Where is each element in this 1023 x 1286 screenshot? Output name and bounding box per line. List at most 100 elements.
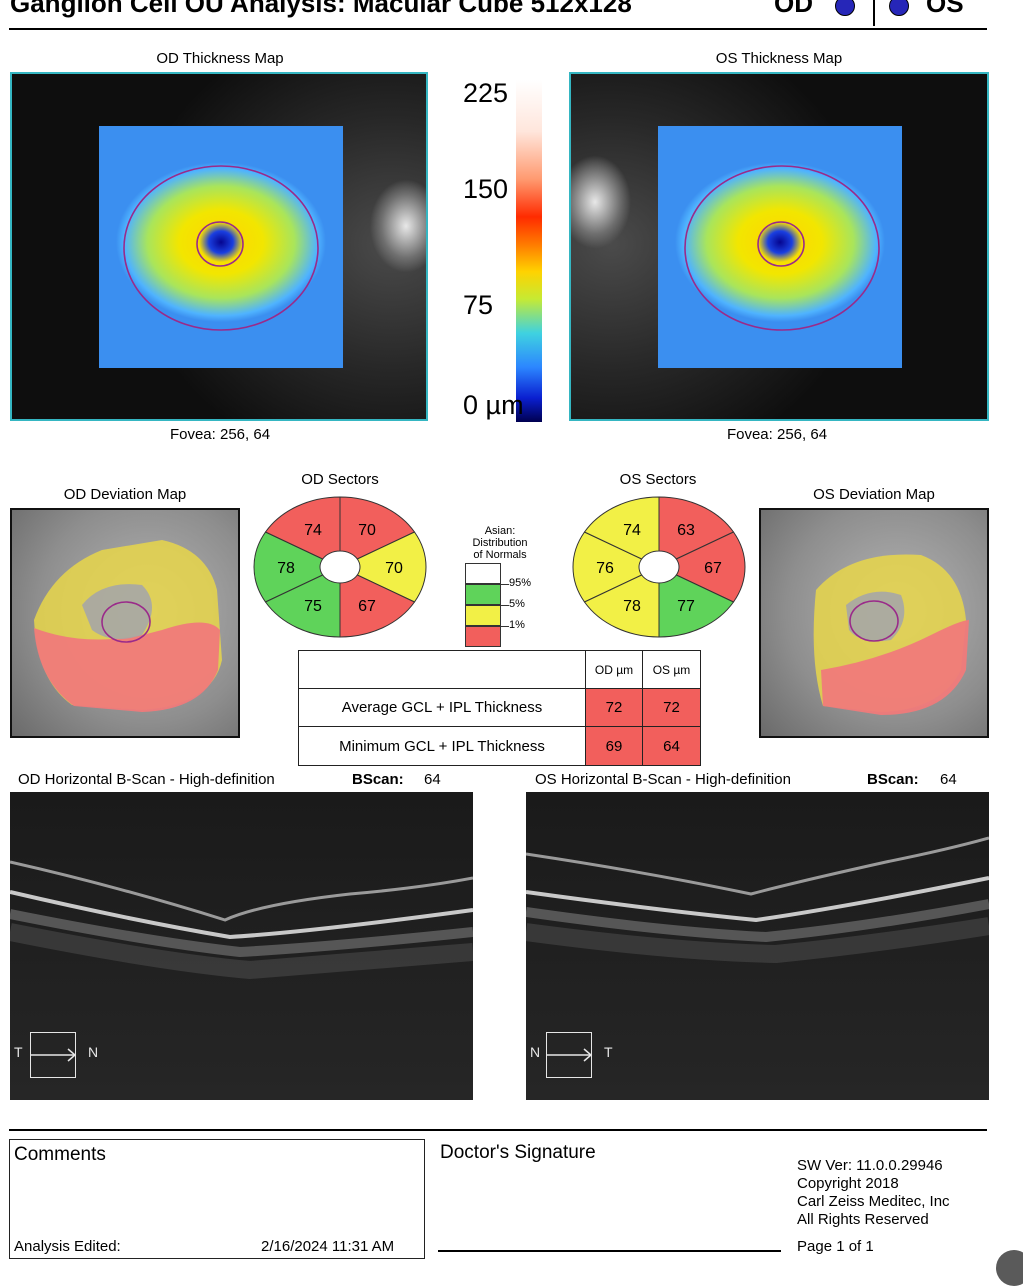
os-orientation-right: T [604,1044,613,1060]
rights: All Rights Reserved [797,1211,929,1228]
legend-label-95: 95% [509,577,532,589]
legend-label-1: 1% [509,619,525,631]
scale-label-0: 0 µm [463,390,524,420]
os-sector-value-0: 76 [596,560,614,577]
legend-swatch-below-1 [465,626,501,647]
od-deviation-overlay [34,540,222,712]
od-orientation-arrow-icon [30,1048,77,1062]
od-sector-value-3: 70 [385,560,403,577]
legend-label-5: 5% [509,598,525,610]
os-sector-2 [658,496,735,560]
scale-label-75: 75 [463,290,494,320]
od-thickness-title: OD Thickness Map [156,50,284,67]
software-info: SW Ver: 11.0.0.29946 Copyright 2018 Carl… [797,1157,950,1229]
chat-icon[interactable] [996,1250,1023,1286]
os-sector-4 [658,574,735,638]
table-row-minimum-os: 64 [643,727,700,765]
od-fovea-label: Fovea: 256, 64 [169,426,271,443]
page-number: Page 1 of 1 [797,1238,874,1255]
comments-box [9,1139,425,1259]
legend-tick-95 [501,584,509,585]
os-sector-1 [583,496,660,560]
od-eye-dot-icon [835,0,855,16]
os-bscan-title: OS Horizontal B-Scan - High-definition [535,771,791,788]
table-col-od: OD µm [586,651,643,689]
footer-rule [9,1129,987,1131]
legend-tick-5 [501,605,509,606]
table-row-average-od: 72 [586,689,643,727]
od-deviation-map [10,508,240,738]
thickness-color-scale [516,80,542,422]
table-corner [299,651,586,689]
od-bscan-number: 64 [424,771,441,788]
od-sector-4 [339,574,416,638]
copyright: Copyright 2018 [797,1175,899,1192]
os-deviation-map [759,508,989,738]
od-deviation-title: OD Deviation Map [63,486,187,503]
os-sectors-title: OS Sectors [619,471,697,488]
os-sector-value-5: 78 [623,598,641,615]
os-eye-dot-icon [889,0,909,16]
od-sector-value-0: 78 [277,560,295,577]
os-bscan-label: BScan: [867,771,919,788]
signature-line [438,1250,781,1252]
os-deviation-title: OS Deviation Map [813,486,935,503]
legend-swatch-1 [465,605,501,626]
scale-label-150: 150 [463,174,509,204]
os-sector-5 [583,574,660,638]
os-thickness-title: OS Thickness Map [715,50,843,67]
table-row-minimum-od: 69 [586,727,643,765]
legend-swatch-95 [465,563,501,584]
od-label: OD [774,0,813,18]
doctor-signature-label: Doctor's Signature [440,1142,596,1163]
table-row-minimum-label: Minimum GCL + IPL Thickness [299,727,586,765]
od-thickness-map [10,72,428,421]
os-retina-layers [526,836,989,964]
od-bscan-label: BScan: [352,771,404,788]
od-sectors-title: OD Sectors [301,471,379,488]
analysis-edited-value: 2/16/2024 11:31 AM [261,1238,395,1255]
od-orientation-right: N [88,1044,99,1060]
os-label: OS [926,0,964,18]
od-sector-3 [356,531,427,603]
od-sector-value-1: 74 [304,522,322,539]
table-col-os: OS µm [643,651,700,689]
od-sector-value-2: 70 [358,522,376,539]
os-sector-value-2: 63 [677,522,695,539]
od-bscan-title: OD Horizontal B-Scan - High-definition [18,771,275,788]
os-orientation-left: N [530,1044,541,1060]
header-rule [9,28,987,30]
legend-swatch-5 [465,584,501,605]
os-bscan-image [526,792,989,1100]
od-sector-value-4: 67 [358,598,376,615]
os-sector-3 [675,531,746,603]
os-ellipse-overlay [684,165,880,331]
os-orientation-arrow-icon [546,1048,593,1062]
company: Carl Zeiss Meditec, Inc [797,1193,950,1210]
od-ellipse-overlay [123,165,319,331]
od-sector-2 [339,496,416,560]
legend-tick-1 [501,626,509,627]
od-sector-5 [264,574,341,638]
comments-label: Comments [14,1144,106,1165]
os-bscan-number: 64 [940,771,957,788]
os-sector-value-3: 67 [704,560,722,577]
od-sectors-chart: 78 74 70 70 67 75 [253,496,427,638]
od-bscan-image [10,792,473,1100]
gcl-ipl-table: OD µm OS µm Average GCL + IPL Thickness … [298,650,701,766]
od-sector-1 [264,496,341,560]
os-sectors-chart: 76 74 63 67 77 78 [572,496,746,638]
header-separator [873,0,875,26]
os-thickness-map [569,72,989,421]
os-sector-value-4: 77 [677,598,695,615]
analysis-edited-label: Analysis Edited: [14,1238,121,1255]
os-sector-value-1: 74 [623,522,641,539]
report-title: Ganglion Cell OU Analysis: Macular Cube … [10,0,632,18]
table-row-average-os: 72 [643,689,700,727]
os-sector-0 [572,531,643,603]
od-sector-0 [253,531,324,603]
od-retina-layers [10,860,473,980]
sw-version: SW Ver: 11.0.0.29946 [797,1157,943,1174]
od-sector-value-5: 75 [304,598,322,615]
scale-label-225: 225 [463,78,509,108]
